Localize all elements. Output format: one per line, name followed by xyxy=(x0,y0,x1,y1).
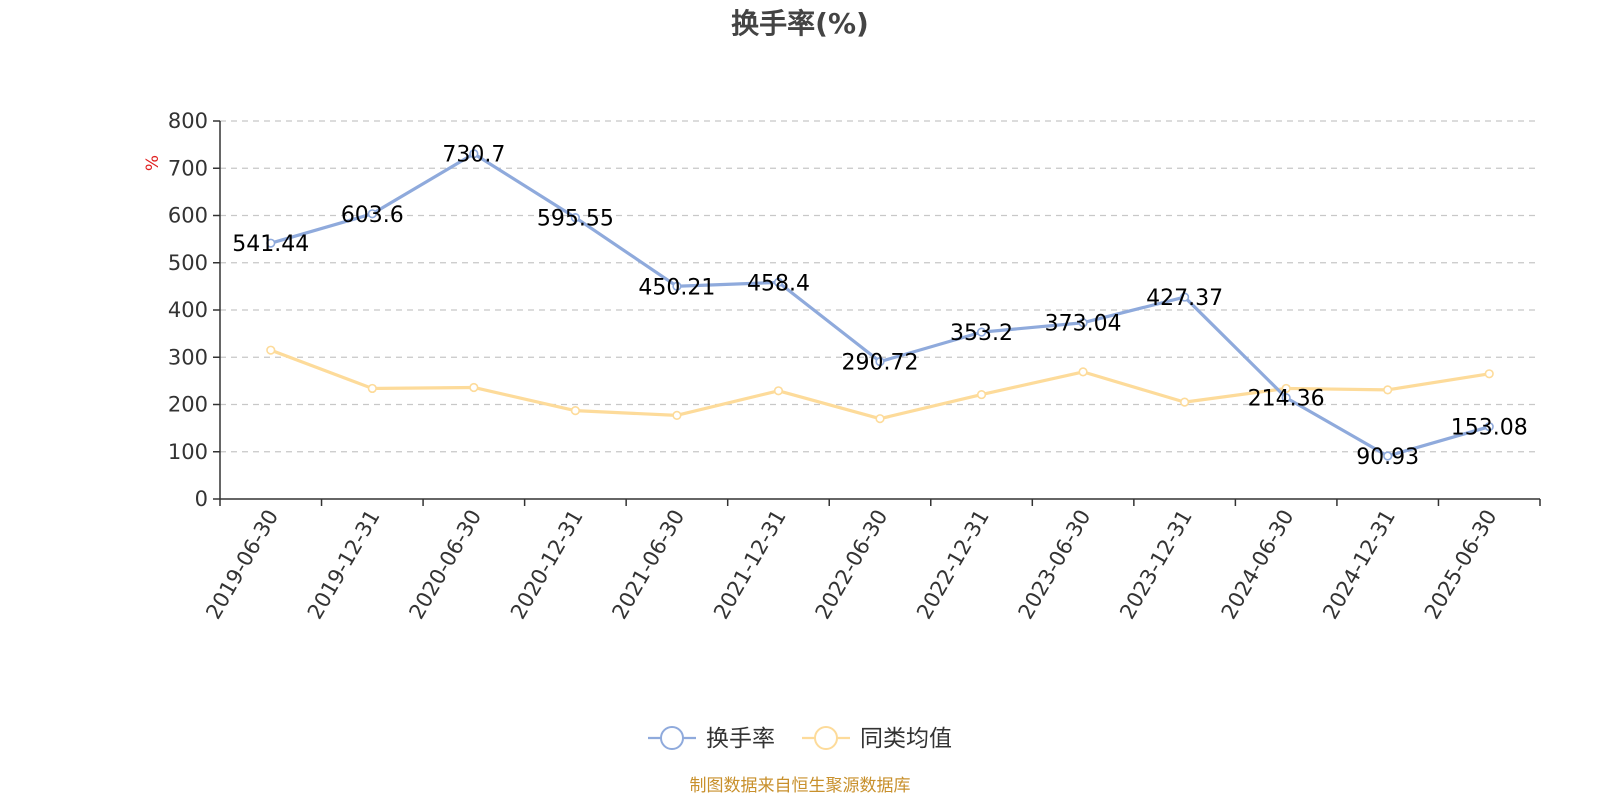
data-point[interactable] xyxy=(1484,369,1494,379)
x-tick-label: 2024-06-30 xyxy=(1217,506,1299,624)
legend[interactable]: 换手率 同类均值 xyxy=(648,726,952,752)
x-tick-label: 2019-12-31 xyxy=(303,506,385,624)
legend-circle-symbol xyxy=(814,726,838,750)
data-label: 730.7 xyxy=(442,143,505,168)
x-tick-label: 2020-12-31 xyxy=(506,506,588,624)
y-tick-label: 800 xyxy=(168,109,208,133)
data-label: 458.4 xyxy=(747,271,810,296)
data-point[interactable] xyxy=(266,238,276,248)
data-label: 541.44 xyxy=(232,232,309,257)
data-point[interactable] xyxy=(1078,367,1088,377)
data-label: 214.36 xyxy=(1248,387,1325,412)
x-tick-label: 2021-12-31 xyxy=(709,506,791,624)
data-label: 603.6 xyxy=(341,203,404,228)
x-tick-label: 2021-06-30 xyxy=(607,506,689,624)
data-point[interactable] xyxy=(976,389,987,400)
data-point[interactable] xyxy=(1180,292,1190,302)
x-tick-label: 2023-12-31 xyxy=(1115,506,1197,624)
legend-label: 同类均值 xyxy=(860,726,952,752)
series-layer xyxy=(266,149,1494,461)
data-point[interactable] xyxy=(469,382,479,393)
series-0 xyxy=(266,149,1494,461)
data-point[interactable] xyxy=(570,406,580,416)
data-labels: 541.44 603.6 730.7 595.55 450.21 458.4 290.72 3… xyxy=(232,143,1527,470)
data-label: 427.37 xyxy=(1146,286,1223,311)
data-point[interactable] xyxy=(266,345,276,355)
x-tick-label: 2022-06-30 xyxy=(811,506,893,624)
data-point[interactable] xyxy=(976,327,987,337)
data-point[interactable] xyxy=(570,213,580,223)
data-label: 90.93 xyxy=(1356,445,1419,470)
x-tick-label: 2025-06-30 xyxy=(1420,506,1502,624)
legend-label: 换手率 xyxy=(706,726,775,752)
data-point[interactable] xyxy=(1281,393,1291,403)
data-point[interactable] xyxy=(1281,383,1291,394)
x-tick-label: 2024-12-31 xyxy=(1318,506,1400,624)
y-tick-label: 300 xyxy=(168,345,208,369)
x-tick-label: 2020-06-30 xyxy=(404,506,486,624)
data-point[interactable] xyxy=(1383,451,1393,461)
y-tick-label: 400 xyxy=(168,298,208,322)
y-tick-label: 200 xyxy=(168,393,208,417)
y-tick-label: 500 xyxy=(168,251,208,275)
legend-item[interactable]: 同类均值 xyxy=(802,726,952,752)
series-1 xyxy=(266,345,1494,424)
y-tick-label: 700 xyxy=(168,156,208,180)
data-label: 450.21 xyxy=(638,275,715,300)
data-point[interactable] xyxy=(773,277,784,288)
data-point[interactable] xyxy=(672,410,682,420)
data-point[interactable] xyxy=(1484,422,1494,432)
legend-item[interactable]: 换手率 xyxy=(648,726,775,752)
y-tick-label: 600 xyxy=(168,204,208,228)
data-point[interactable] xyxy=(875,414,885,424)
data-point[interactable] xyxy=(367,209,377,219)
data-point[interactable] xyxy=(1383,385,1393,395)
x-tick-label: 2023-06-30 xyxy=(1014,506,1096,624)
legend-circle-symbol xyxy=(660,726,684,750)
data-point[interactable] xyxy=(875,357,885,367)
grid-lines xyxy=(220,120,1540,453)
data-label: 373.04 xyxy=(1045,312,1122,337)
data-point[interactable] xyxy=(672,281,682,291)
data-point[interactable] xyxy=(773,386,784,396)
y-tick-label: 100 xyxy=(168,440,208,464)
chart-title: 换手率(%) xyxy=(731,7,869,40)
data-point[interactable] xyxy=(469,149,479,159)
y-axis-unit-label: % xyxy=(143,155,163,171)
data-label: 290.72 xyxy=(842,351,919,376)
data-point[interactable] xyxy=(367,383,377,394)
x-tick-label: 2019-06-30 xyxy=(201,506,283,624)
data-point[interactable] xyxy=(1180,397,1190,407)
data-label: 153.08 xyxy=(1451,416,1528,441)
x-tick-label: 2022-12-31 xyxy=(912,506,994,624)
data-label: 353.2 xyxy=(950,321,1013,346)
data-source-note: 制图数据来自恒生聚源数据库 xyxy=(690,776,911,796)
data-label: 595.55 xyxy=(537,207,614,232)
y-tick-label: 0 xyxy=(195,487,208,511)
data-point[interactable] xyxy=(1078,318,1088,328)
